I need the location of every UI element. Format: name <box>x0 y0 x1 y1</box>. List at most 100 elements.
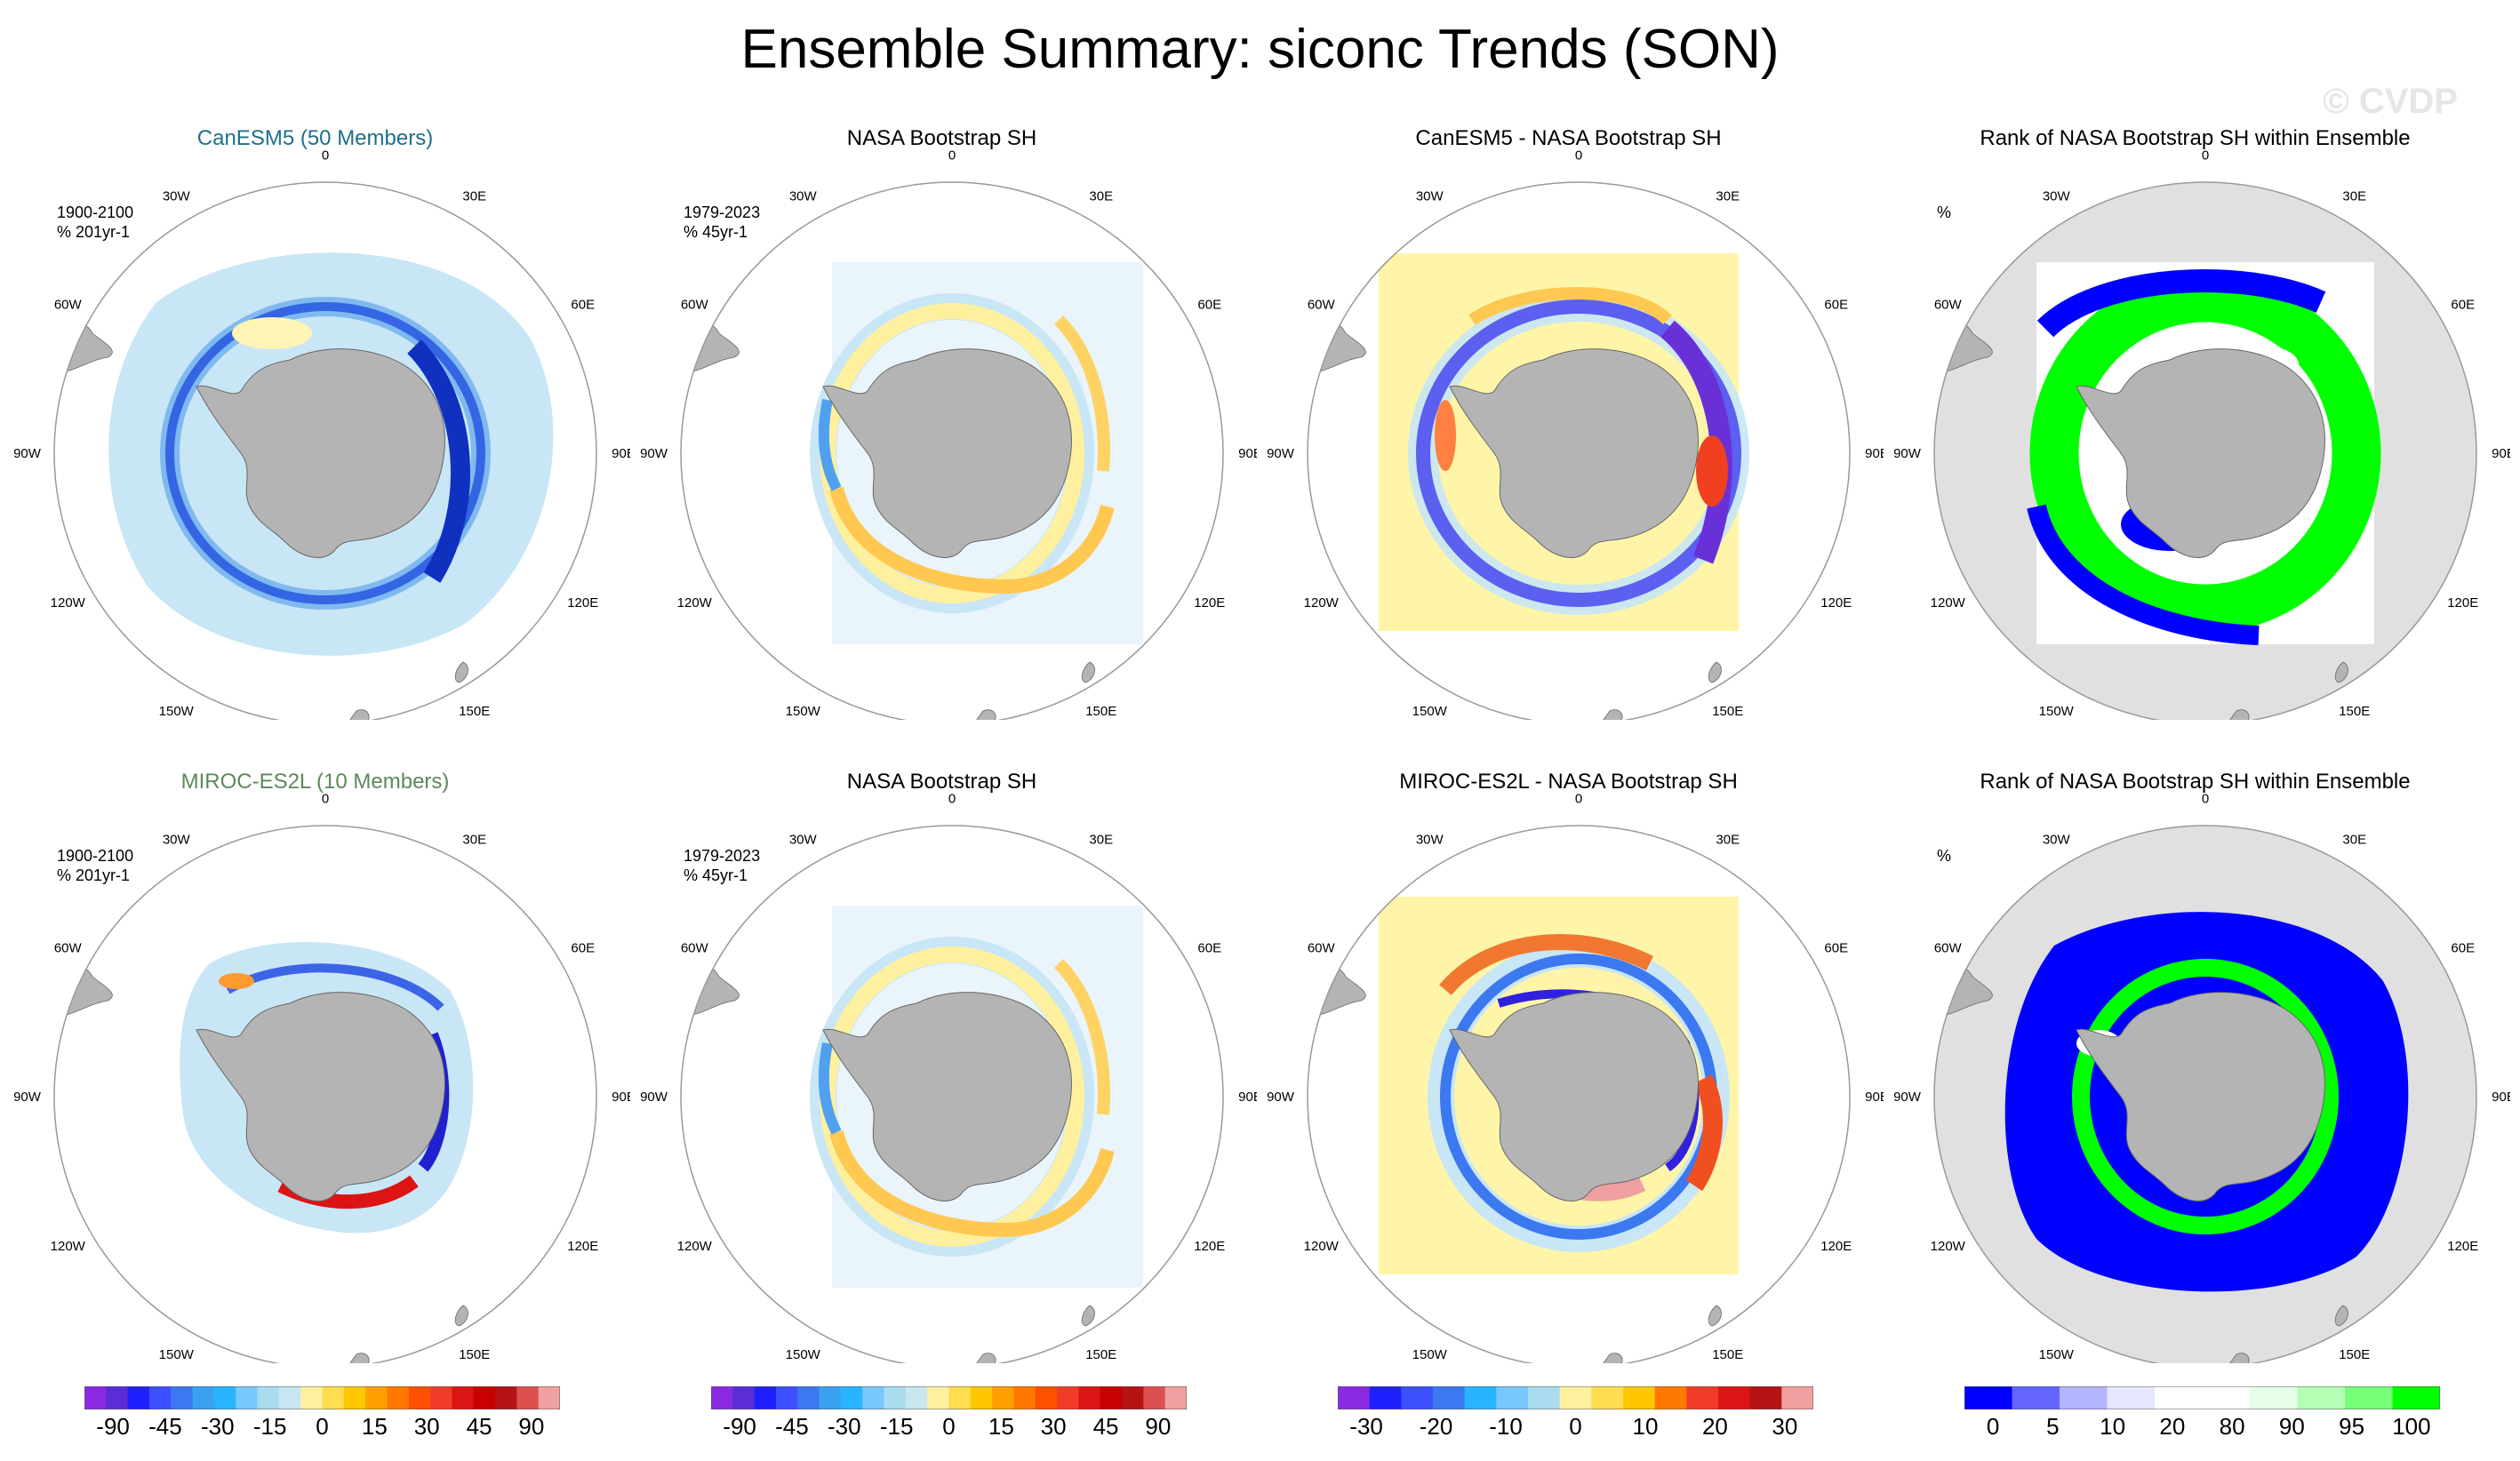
longitude-label: 120W <box>51 595 86 611</box>
colorbar-swatch <box>2250 1386 2298 1409</box>
longitude-label: 90W <box>640 1090 668 1105</box>
colorbar-tick-label: 10 <box>2100 1413 2126 1440</box>
colorbar-swatch <box>992 1386 1014 1409</box>
colorbar-tick-label: 20 <box>1701 1413 1728 1440</box>
colorbar-swatch <box>2345 1386 2393 1409</box>
south-america-landmass <box>54 962 113 1018</box>
colorbar-tick-label: -20 <box>1419 1413 1453 1440</box>
colorbar-swatch <box>148 1386 172 1409</box>
colorbar-swatch <box>2012 1386 2060 1409</box>
colorbar-swatch <box>127 1386 150 1409</box>
longitude-label: 60W <box>1934 940 1963 955</box>
colorbar-swatch <box>1718 1386 1751 1409</box>
colorbar-tick-label: -10 <box>1489 1413 1523 1440</box>
colorbar-tick-label: 100 <box>2392 1413 2431 1440</box>
longitude-label: 150W <box>2039 704 2075 719</box>
polar-map: 030E60E90E120E150E180150W120W90W60W30W <box>1893 148 2510 720</box>
polar-map: 030E60E90E120E150E180150W120W90W60W30W <box>13 792 630 1363</box>
colorbar-tick-label: -15 <box>252 1413 287 1440</box>
colorbar-swatch <box>1401 1386 1434 1409</box>
longitude-label: 150W <box>159 704 195 719</box>
longitude-label: 150E <box>459 1347 490 1362</box>
colorbar-tick-label: 15 <box>361 1413 388 1440</box>
colorbar-swatch <box>1654 1386 1687 1409</box>
colorbar-swatch <box>754 1386 777 1409</box>
longitude-label: 120E <box>2447 1239 2478 1254</box>
longitude-label: 60E <box>2451 940 2475 955</box>
longitude-label: 60W <box>54 297 83 312</box>
colorbar-swatch <box>1781 1386 1814 1409</box>
longitude-label: 120W <box>1931 1239 1966 1254</box>
colorbar-tick-label: 0 <box>942 1413 956 1440</box>
colorbar-swatch <box>2060 1386 2108 1409</box>
panel-title: Rank of NASA Bootstrap SH within Ensembl… <box>1980 770 2411 794</box>
longitude-label: 0 <box>2202 148 2209 164</box>
antarctica-landmass <box>2076 348 2325 558</box>
colorbar-tick-label: 80 <box>2219 1413 2245 1440</box>
colorbar-tick-label: -30 <box>828 1413 861 1440</box>
longitude-label: 30E <box>462 832 486 847</box>
longitude-label: 150E <box>1712 704 1743 719</box>
longitude-label: 30W <box>1416 832 1444 847</box>
colorbar-swatch <box>1035 1386 1058 1409</box>
colorbar-swatch <box>2155 1386 2203 1409</box>
colorbar-tick-label: 95 <box>2339 1413 2365 1440</box>
colorbar-swatch <box>1013 1386 1036 1409</box>
map-panel-2: 030E60E90E120E150E180150W120W90W60W30WNA… <box>627 0 1257 720</box>
colorbar-tick-label: 90 <box>518 1413 545 1440</box>
longitude-label: 90E <box>2492 1090 2510 1105</box>
antarctica-landmass <box>196 992 445 1202</box>
longitude-label: 0 <box>2202 792 2209 807</box>
longitude-label: 60W <box>681 940 709 955</box>
polar-map: 030E60E90E120E150E180150W120W90W60W30W <box>1267 148 1884 720</box>
map-boundary <box>680 181 1224 720</box>
colorbar-tick-label: -90 <box>723 1413 756 1440</box>
panel-title: CanESM5 - NASA Bootstrap SH <box>1415 126 1722 150</box>
antarctica-landmass <box>1449 348 1699 558</box>
longitude-label: 150W <box>1412 704 1448 719</box>
longitude-label: 0 <box>948 792 956 807</box>
colorbar-swatch <box>257 1386 280 1409</box>
colorbar-swatch <box>1369 1386 1402 1409</box>
antarctica-landmass <box>822 992 1072 1202</box>
longitude-label: 30E <box>462 188 486 204</box>
colorbar-swatch <box>1464 1386 1497 1409</box>
longitude-label: 150E <box>1085 704 1116 719</box>
colorbar-swatch <box>1623 1386 1656 1409</box>
longitude-label: 150W <box>159 1347 195 1362</box>
colorbar-tick-label: 45 <box>466 1413 492 1440</box>
colorbar-tick-label: -30 <box>1349 1413 1383 1440</box>
colorbar-tick-label: 0 <box>316 1413 329 1440</box>
colorbar-swatch <box>840 1386 863 1409</box>
longitude-label: 120W <box>1304 1239 1340 1254</box>
longitude-label: 150W <box>1412 1347 1448 1362</box>
colorbar-tick-label: 10 <box>1632 1413 1659 1440</box>
longitude-label: 90E <box>612 446 630 461</box>
longitude-label: 30E <box>1716 188 1740 204</box>
longitude-label: 90E <box>1865 446 1884 461</box>
longitude-label: 90W <box>1267 446 1295 461</box>
watermark: © CVDP <box>2323 82 2458 121</box>
longitude-label: 90W <box>640 446 668 461</box>
antarctica-landmass <box>1449 992 1699 1202</box>
longitude-label: 60W <box>1308 297 1336 312</box>
longitude-label: 90E <box>1865 1090 1884 1105</box>
longitude-label: 120E <box>567 595 598 611</box>
longitude-label: 120W <box>677 1239 713 1254</box>
colorbar-swatch <box>819 1386 842 1409</box>
longitude-label: 90W <box>13 1090 42 1105</box>
colorbar-swatch <box>2107 1386 2156 1409</box>
longitude-label: 90W <box>1893 446 1922 461</box>
longitude-label: 60E <box>1197 940 1221 955</box>
colorbar-tick-label: 90 <box>1145 1413 1172 1440</box>
longitude-label: 150W <box>786 1347 821 1362</box>
colorbar-swatch <box>1686 1386 1719 1409</box>
longitude-label: 90E <box>1238 1090 1257 1105</box>
longitude-label: 150W <box>2039 1347 2075 1362</box>
map-panel-1: 030E60E90E120E150E180150W120W90W60W30WCa… <box>0 0 630 720</box>
colorbar-swatch <box>1164 1386 1188 1409</box>
polar-map: 030E60E90E120E150E180150W120W90W60W30W <box>1267 792 1884 1363</box>
longitude-label: 120E <box>1820 1239 1852 1254</box>
colorbar-swatch <box>473 1386 496 1409</box>
colorbar-swatch <box>884 1386 907 1409</box>
